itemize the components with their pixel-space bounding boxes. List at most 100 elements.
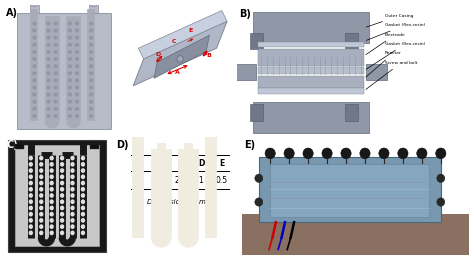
Circle shape <box>29 169 32 172</box>
Circle shape <box>417 148 427 159</box>
Text: Gasket (flex-resin): Gasket (flex-resin) <box>366 23 425 40</box>
Bar <box>366 64 387 80</box>
Text: Screw and bolt: Screw and bolt <box>366 61 417 89</box>
Circle shape <box>55 93 57 96</box>
Bar <box>258 42 364 47</box>
Circle shape <box>29 175 32 179</box>
Circle shape <box>30 0 38 7</box>
Bar <box>258 49 364 66</box>
Circle shape <box>33 65 36 67</box>
Circle shape <box>90 115 92 117</box>
Circle shape <box>61 219 64 222</box>
Circle shape <box>47 79 50 82</box>
Circle shape <box>33 79 36 82</box>
Circle shape <box>50 213 53 216</box>
Circle shape <box>69 22 71 25</box>
Circle shape <box>61 206 64 209</box>
Circle shape <box>69 115 71 117</box>
Bar <box>258 67 364 74</box>
Circle shape <box>33 108 36 110</box>
Circle shape <box>50 169 53 172</box>
Circle shape <box>76 65 78 67</box>
Circle shape <box>71 181 74 185</box>
Circle shape <box>76 51 78 53</box>
Bar <box>90 144 99 149</box>
Bar <box>258 88 364 94</box>
Circle shape <box>69 93 71 96</box>
Circle shape <box>33 115 36 117</box>
Circle shape <box>61 163 64 166</box>
Circle shape <box>71 163 74 166</box>
Circle shape <box>40 194 43 197</box>
Circle shape <box>55 115 57 117</box>
Text: B: B <box>156 159 162 167</box>
Circle shape <box>90 100 92 103</box>
Text: 1: 1 <box>199 176 203 185</box>
Circle shape <box>379 148 389 159</box>
Circle shape <box>47 108 50 110</box>
Circle shape <box>71 219 74 222</box>
Text: Gasket (flex-resin): Gasket (flex-resin) <box>366 42 425 69</box>
Circle shape <box>76 93 78 96</box>
Polygon shape <box>133 21 227 86</box>
Circle shape <box>33 93 36 96</box>
Circle shape <box>71 213 74 216</box>
Circle shape <box>322 148 332 159</box>
Circle shape <box>82 225 84 228</box>
Circle shape <box>33 36 36 39</box>
Circle shape <box>55 86 57 89</box>
Circle shape <box>47 86 50 89</box>
Circle shape <box>47 58 50 60</box>
Circle shape <box>82 175 84 179</box>
Circle shape <box>90 0 98 7</box>
Circle shape <box>76 115 78 117</box>
Circle shape <box>50 175 53 179</box>
Bar <box>242 214 469 255</box>
Circle shape <box>71 169 74 172</box>
Text: Dimensions in mm: Dimensions in mm <box>147 199 213 205</box>
Circle shape <box>29 156 32 160</box>
Circle shape <box>69 79 71 82</box>
Circle shape <box>69 86 71 89</box>
Circle shape <box>69 36 71 39</box>
Circle shape <box>55 108 57 110</box>
Bar <box>17 13 111 129</box>
Circle shape <box>82 213 84 216</box>
Circle shape <box>90 44 92 46</box>
Circle shape <box>61 213 64 216</box>
Text: D: D <box>155 52 160 57</box>
Circle shape <box>69 72 71 75</box>
Text: E): E) <box>244 140 255 150</box>
Text: C: C <box>177 159 183 167</box>
Circle shape <box>82 194 84 197</box>
Circle shape <box>69 58 71 60</box>
Circle shape <box>76 79 78 82</box>
Circle shape <box>71 200 74 203</box>
Circle shape <box>90 22 92 25</box>
Circle shape <box>61 175 64 179</box>
Circle shape <box>29 163 32 166</box>
Circle shape <box>33 44 36 46</box>
Circle shape <box>40 169 43 172</box>
Circle shape <box>33 58 36 60</box>
Circle shape <box>40 206 43 209</box>
Circle shape <box>47 115 50 117</box>
Circle shape <box>61 169 64 172</box>
Circle shape <box>47 36 50 39</box>
Circle shape <box>40 156 43 160</box>
Circle shape <box>360 148 370 159</box>
Text: E: E <box>189 28 193 33</box>
Polygon shape <box>138 11 227 59</box>
Circle shape <box>29 200 32 203</box>
Circle shape <box>29 231 32 235</box>
Circle shape <box>341 148 351 159</box>
Circle shape <box>90 79 92 82</box>
Circle shape <box>55 29 57 32</box>
Circle shape <box>29 219 32 222</box>
Bar <box>253 102 369 133</box>
Circle shape <box>40 225 43 228</box>
Circle shape <box>71 231 74 235</box>
Circle shape <box>55 58 57 60</box>
Circle shape <box>76 58 78 60</box>
Circle shape <box>55 22 57 25</box>
